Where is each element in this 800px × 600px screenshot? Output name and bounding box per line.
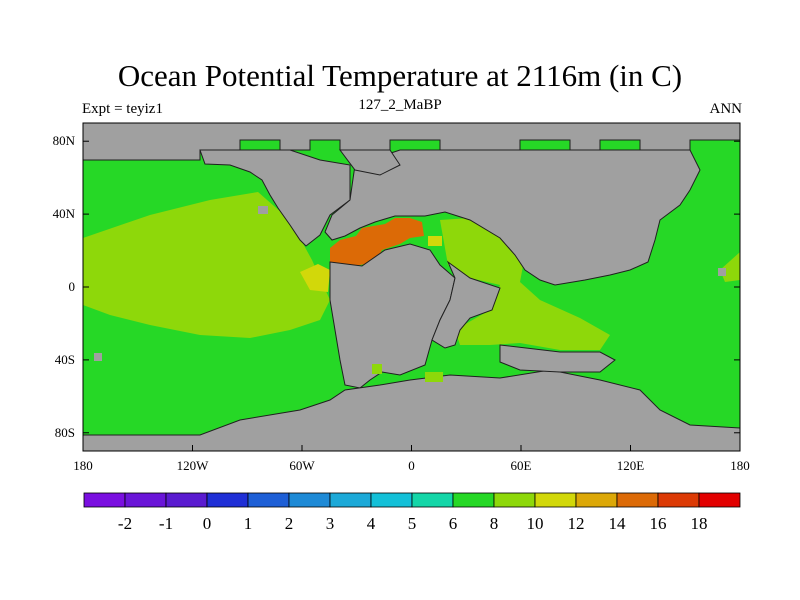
colorbar-swatch	[206, 492, 249, 508]
colorbar-label: 0	[203, 514, 212, 533]
colorbar-swatch	[329, 492, 372, 508]
colorbar-swatch	[411, 492, 454, 508]
colorbar-label: 1	[244, 514, 253, 533]
colorbar-swatch	[452, 492, 495, 508]
equatorial-12-patch	[300, 264, 330, 292]
colorbar-swatch	[370, 492, 413, 508]
colorbar	[83, 492, 741, 508]
colorbar-swatch	[493, 492, 536, 508]
colorbar-label: -1	[159, 514, 173, 533]
period-label: 127_2_MaBP	[358, 97, 442, 113]
pacific-10-band	[83, 192, 330, 338]
island	[94, 353, 102, 361]
colorbar-label: -2	[118, 514, 132, 533]
colorbar-label: 6	[449, 514, 458, 533]
colorbar-swatch	[247, 492, 290, 508]
colorbar-label: 5	[408, 514, 417, 533]
x-tick-label: 120W	[177, 458, 210, 473]
y-tick-label: 40S	[55, 352, 75, 367]
island	[258, 206, 268, 214]
x-tick-label: 180	[730, 458, 750, 473]
x-tick-label: 120E	[617, 458, 645, 473]
season-label: ANN	[709, 101, 743, 117]
x-tick-label: 60W	[289, 458, 315, 473]
colorbar-label: 14	[609, 514, 627, 533]
colorbar-label: 4	[367, 514, 376, 533]
colorbar-label: 16	[650, 514, 667, 533]
island	[718, 268, 726, 276]
colorbar-swatch	[657, 492, 700, 508]
indian-10-band	[440, 218, 610, 350]
colorbar-swatch	[534, 492, 577, 508]
australia-land	[499, 344, 616, 373]
colorbar-swatch	[165, 492, 208, 508]
americas-land	[199, 149, 351, 247]
africa-land	[431, 260, 501, 349]
colorbar-label: 8	[490, 514, 499, 533]
y-tick-label: 0	[69, 279, 76, 294]
antarctica-land	[83, 369, 740, 451]
colorbar-label: 3	[326, 514, 335, 533]
colorbar-labels: -2 -1 0 1 2 3 4 5 6 8 10 12 14 16 18	[118, 514, 708, 533]
colorbar-label: 10	[527, 514, 544, 533]
southern-8-patch	[425, 372, 443, 382]
x-axis-ticks: 180 120W 60W 0 60E 120E 180	[73, 445, 750, 473]
tethys-16-band	[330, 218, 424, 266]
colorbar-swatch	[288, 492, 331, 508]
experiment-label: Expt = teyiz1	[82, 101, 163, 117]
y-tick-label: 40N	[53, 206, 76, 221]
colorbar-label: 18	[691, 514, 708, 533]
map-title: Ocean Potential Temperature at 2116m (in…	[117, 58, 683, 93]
colorbar-swatch	[698, 492, 741, 508]
south-america-land	[329, 243, 456, 389]
eurasia-land	[324, 149, 701, 286]
y-axis-ticks: 80N 40N 0 40S 80S	[53, 133, 740, 440]
y-tick-label: 80N	[53, 133, 76, 148]
southern-8-patch	[372, 364, 382, 374]
colorbar-swatch	[616, 492, 659, 508]
colorbar-label: 12	[568, 514, 585, 533]
tethys-12-patch	[428, 236, 442, 246]
greenland-land	[339, 149, 401, 176]
colorbar-swatch	[575, 492, 618, 508]
y-tick-label: 80S	[55, 425, 75, 440]
x-tick-label: 0	[408, 458, 415, 473]
colorbar-swatch	[124, 492, 167, 508]
colorbar-swatch	[83, 492, 126, 508]
colorbar-label: 2	[285, 514, 294, 533]
x-tick-label: 180	[73, 458, 93, 473]
x-tick-label: 60E	[511, 458, 532, 473]
